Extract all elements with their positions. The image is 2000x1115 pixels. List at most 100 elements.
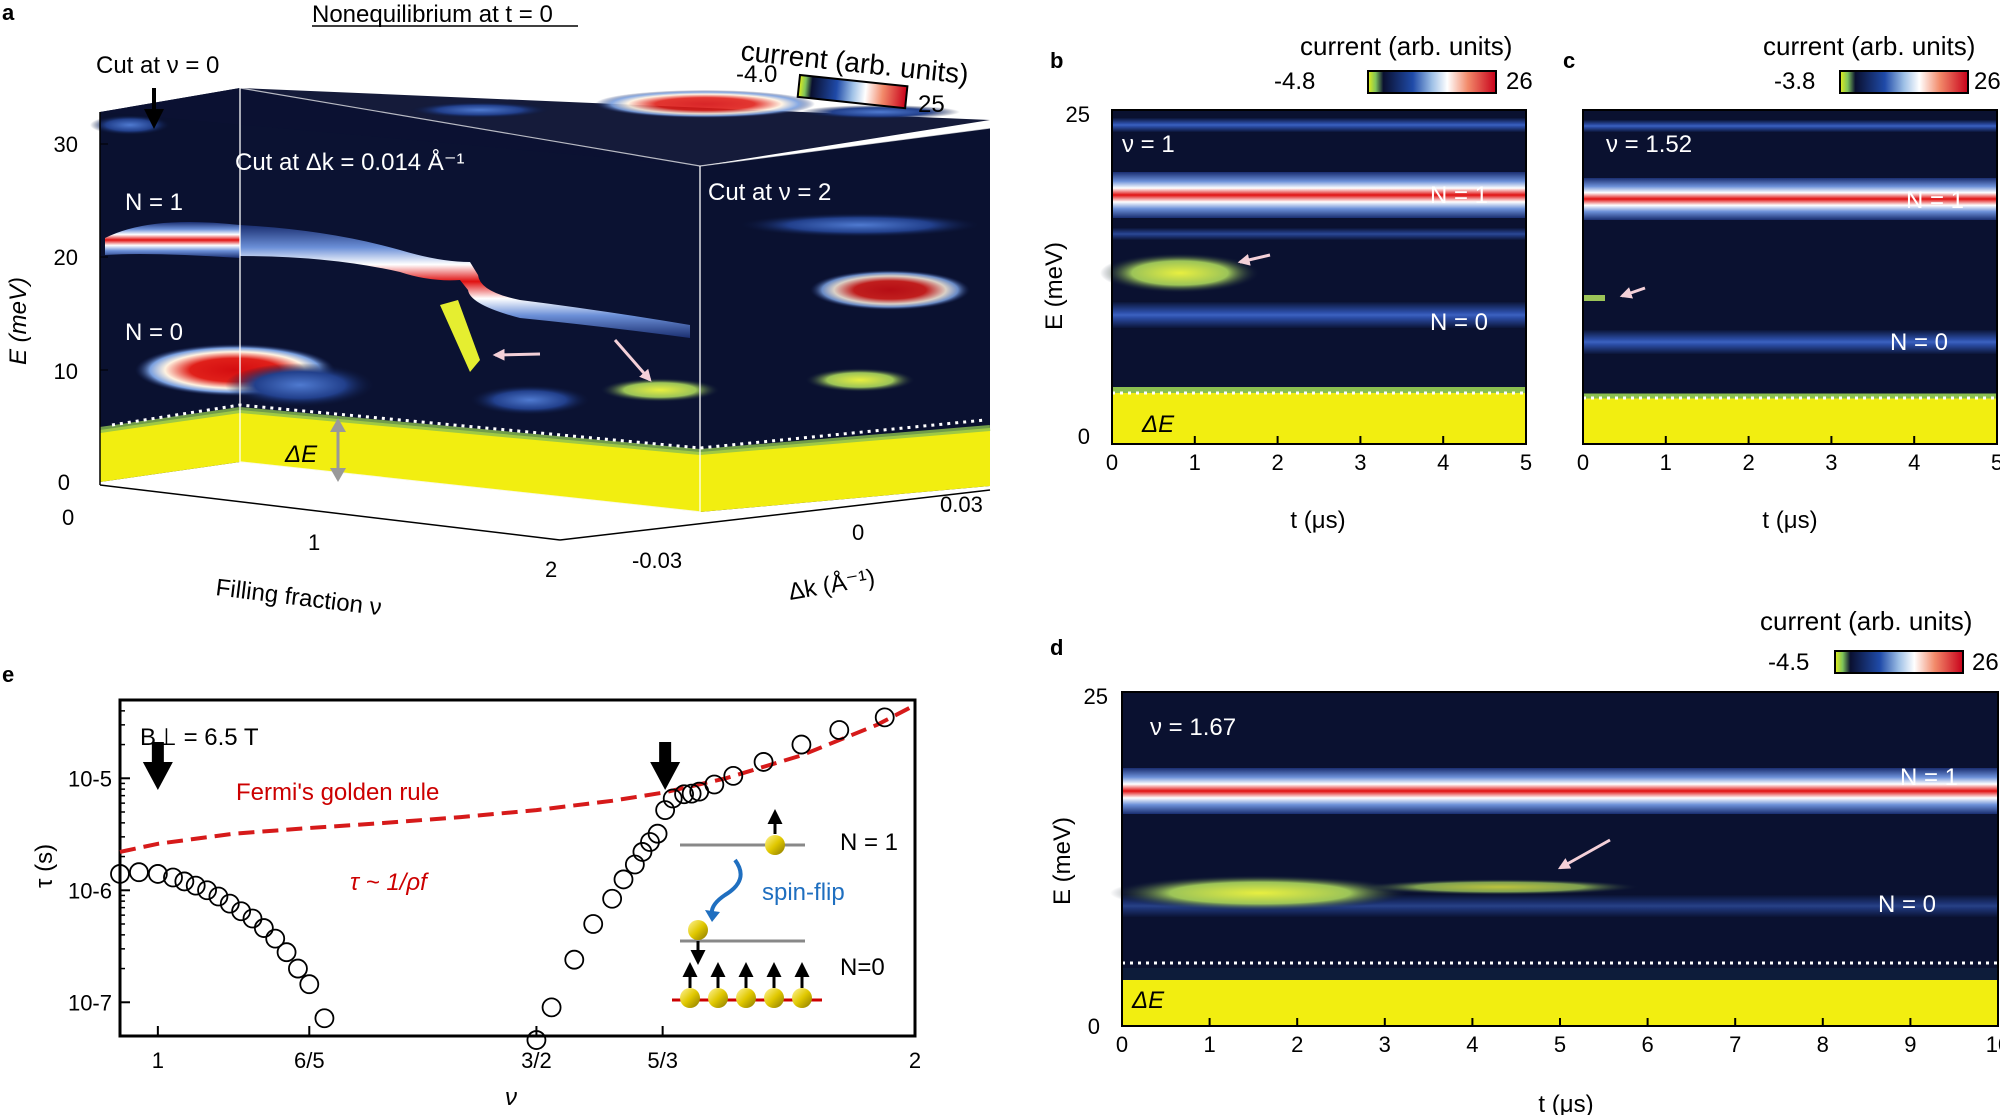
inset-n0-label: N=0 (840, 954, 885, 981)
top-blob (595, 90, 815, 118)
xtick: 3/2 (521, 1048, 552, 1073)
electron-n1 (765, 835, 785, 855)
green-blob-right (805, 368, 915, 392)
xtick: 6/5 (294, 1048, 325, 1073)
panel-c-nu: ν = 1.52 (1606, 131, 1692, 158)
electron-n0-row (792, 988, 812, 1008)
top-blob-left (90, 115, 170, 135)
n0-band (1112, 302, 1526, 328)
panel-a-ylabel: E (meV) (5, 277, 32, 365)
tau-data-point (208, 886, 229, 907)
green-streak-front (600, 378, 720, 402)
tau-data-point (231, 901, 252, 922)
panel-d-n0: N = 0 (1878, 891, 1936, 918)
tau-data-point (197, 880, 217, 901)
ytick: 20 (54, 245, 78, 270)
panel-d-n1: N = 1 (1900, 764, 1958, 791)
panel-d-colorbar (1834, 650, 1964, 674)
ytick: 30 (54, 132, 78, 157)
xtick: 1 (308, 530, 320, 555)
panel-c-label: c (1563, 48, 1575, 73)
delta-e-region (1583, 398, 1997, 444)
cut-nu0-label: Cut at ν = 0 (96, 52, 219, 79)
n1-blob-right (810, 270, 970, 310)
xtick: 6 (1641, 1032, 1653, 1057)
n1-band (1112, 172, 1526, 218)
xtick: 2 (545, 557, 557, 582)
xtick: 2 (909, 1048, 921, 1073)
tau-data-point (704, 774, 725, 795)
panel-a-yaxis: 0 10 20 30 (54, 132, 108, 495)
xtick: 3 (1379, 1032, 1391, 1057)
panel-b-colorbar (1367, 70, 1497, 94)
xtick: 4 (1466, 1032, 1478, 1057)
n1-band (1583, 178, 1997, 220)
panel-a-title: Nonequilibrium at t = 0 (312, 1, 553, 28)
ztick: 0 (852, 520, 864, 545)
panel-b: b current (arb. units) -4.8 26 ν = 1 N =… (1041, 31, 1533, 534)
tau-data-point (874, 707, 895, 728)
tau-data-point (129, 862, 149, 883)
xtick: 1 (1189, 450, 1201, 475)
tau-data-point (265, 928, 286, 949)
xtick: 2 (1742, 450, 1754, 475)
tau-data-point (147, 864, 168, 884)
panel-e-xlabel: ν (505, 1084, 517, 1111)
ytick: 10-7 (68, 990, 112, 1015)
xtick: 0 (62, 505, 74, 530)
panel-e-field: B⊥ = 6.5 T (140, 724, 259, 751)
panel-e-label: e (2, 662, 14, 687)
electron-n0-row (680, 988, 700, 1008)
tau-data-point (632, 842, 653, 862)
inset-spinflip-label: spin-flip (762, 879, 845, 906)
panel-e-data (110, 703, 916, 1050)
xtick: 3 (1825, 450, 1837, 475)
panel-e-axes: 1 6/5 3/2 5/3 2 10-7 10-6 10-5 (68, 699, 921, 1073)
tau-data-point (681, 783, 702, 804)
marker-arrow-head (142, 762, 173, 790)
panel-c-xticks: 0 1 2 3 4 5 (1577, 436, 2000, 475)
panel-d-nu: ν = 1.67 (1150, 714, 1236, 741)
tau-data-point (583, 914, 604, 934)
panel-c-n0: N = 0 (1890, 329, 1948, 356)
panel-e-fgr: Fermi's golden rule (236, 779, 439, 806)
xtick: 1 (1660, 450, 1672, 475)
panel-d-colorbar-label: current (arb. units) (1760, 606, 1972, 636)
panel-e-tau-rel: τ ~ 1/ρf (350, 869, 429, 896)
xtick: 8 (1817, 1032, 1829, 1057)
panel-b-label: b (1050, 48, 1063, 73)
panel-b-n0: N = 0 (1430, 309, 1488, 336)
panel-a-colorbar-min: -4.0 (736, 61, 777, 88)
tau-data-point (541, 997, 562, 1018)
panel-a-label: a (2, 0, 15, 25)
panel-c-colorbar-label: current (arb. units) (1763, 31, 1975, 61)
ytick: 10-5 (68, 766, 112, 791)
xtick: 5 (1554, 1032, 1566, 1057)
panel-b-n1: N = 1 (1430, 182, 1488, 209)
spin-flip-arrow (709, 858, 743, 916)
panel-b-colorbar-min: -4.8 (1274, 68, 1315, 95)
inset-n1-label: N = 1 (840, 829, 898, 856)
tau-data-point (791, 734, 812, 755)
xtick: 7 (1729, 1032, 1741, 1057)
electron-n0-row (764, 988, 784, 1008)
ytick: 25 (1066, 102, 1090, 127)
marker-arrow-head (650, 762, 681, 790)
xtick: 5 (1991, 450, 2000, 475)
panel-a-n0-label: N = 0 (125, 319, 183, 346)
ztick: -0.03 (632, 548, 682, 573)
tau-data-point (288, 958, 308, 979)
tau-data-point (655, 800, 676, 820)
top-band (410, 102, 550, 118)
panel-b-colorbar-label: current (arb. units) (1300, 31, 1512, 61)
tau-data-point (174, 871, 195, 892)
tau-data-point (602, 888, 623, 909)
panel-a-colorbar-max: 25 (918, 91, 945, 118)
xtick: 5 (1520, 450, 1532, 475)
n1-band-front (240, 225, 690, 338)
electron-n0 (688, 920, 708, 940)
delta-e-region (1112, 392, 1526, 444)
xtick: 0 (1116, 1032, 1128, 1057)
delta-e-dotted-line (111, 403, 986, 450)
tau-data-point (299, 974, 320, 995)
